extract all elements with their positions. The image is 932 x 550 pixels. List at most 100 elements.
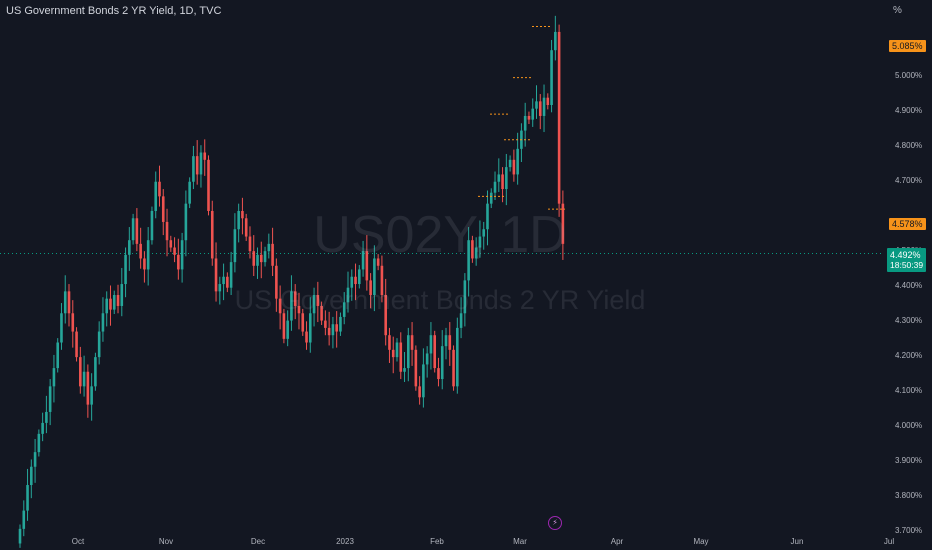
candle-body (252, 251, 256, 266)
high-price-tag: 5.085% (889, 40, 926, 52)
time-axis[interactable]: Oct Nov Dec 2023 Feb Mar Apr May Jun Jul (72, 537, 895, 546)
candle-body (538, 101, 542, 116)
candle-body (290, 291, 293, 321)
candle-body (297, 305, 301, 314)
candle-body (384, 295, 387, 336)
candle-body (444, 335, 448, 347)
candle-body (67, 291, 71, 314)
candle-body (22, 510, 26, 529)
candle-body (301, 313, 305, 332)
candle-body (75, 331, 78, 358)
candle-body (497, 174, 501, 182)
candle-body (177, 254, 180, 270)
candle-body (422, 364, 425, 398)
candle-body (124, 254, 127, 285)
candle-body (120, 284, 124, 306)
candle-body (94, 357, 97, 387)
candle-body (339, 316, 342, 332)
x-tick-label: 2023 (336, 537, 354, 546)
y-tick-label: 4.700% (895, 176, 922, 185)
candle-body (512, 159, 516, 175)
candle-body (105, 298, 109, 314)
candles-layer (18, 15, 565, 548)
candle-body (535, 101, 538, 109)
candle-body (459, 313, 463, 328)
candle-body (550, 50, 553, 106)
x-tick-label: May (693, 537, 708, 546)
candle-body (395, 342, 399, 358)
candle-body (365, 251, 369, 281)
candle-body (418, 386, 421, 398)
candle-body (199, 152, 203, 175)
candle-body (90, 386, 93, 405)
highlight-marks (478, 25, 565, 210)
candle-body (161, 196, 165, 222)
candle-body (139, 243, 142, 259)
candle-body (214, 258, 218, 292)
candle-body (173, 247, 176, 255)
description-watermark: US Government Bonds 2 YR Yield (234, 285, 646, 315)
candle-body (112, 295, 116, 310)
candle-body (184, 203, 188, 241)
candle-body (41, 422, 44, 434)
candle-body (354, 276, 357, 285)
candle-body (373, 258, 376, 296)
candle-body (79, 357, 82, 387)
candle-body (369, 280, 372, 296)
candle-body (557, 31, 561, 204)
candle-body (467, 240, 470, 281)
candle-body (342, 302, 346, 317)
candle-body (33, 452, 37, 467)
price-axis[interactable]: 3.700% 3.800% 3.900% 4.000% 4.100% 4.200% 4.30… (895, 71, 922, 535)
candle-body (226, 276, 229, 288)
candle-body (263, 251, 267, 263)
candle-body (233, 229, 237, 263)
x-tick-label: Jul (884, 537, 894, 546)
candle-body (63, 291, 67, 314)
candle-body (165, 221, 169, 241)
candle-body (542, 97, 546, 116)
candle-body (482, 229, 486, 237)
candle-body (131, 218, 135, 241)
candle-body (116, 295, 120, 306)
candle-body (97, 331, 101, 358)
candle-body (327, 327, 331, 336)
y-tick-label: 3.700% (895, 526, 922, 535)
candle-body (30, 466, 33, 486)
candle-body (561, 203, 565, 244)
candle-body (414, 349, 418, 387)
candle-body (403, 368, 406, 372)
candle-body (275, 265, 278, 299)
candle-body (554, 31, 557, 51)
candle-body (154, 181, 158, 211)
lightning-icon[interactable]: ⚡ (548, 516, 562, 530)
candle-body (143, 258, 146, 270)
candle-body (82, 371, 86, 387)
candle-body (320, 305, 323, 321)
y-tick-label: 4.800% (895, 141, 922, 150)
candle-body (37, 433, 41, 453)
candle-body (18, 528, 22, 544)
candle-body (308, 313, 312, 343)
candle-body (237, 210, 240, 230)
candle-body (271, 243, 274, 266)
candle-body (410, 335, 414, 350)
candle-body (456, 327, 459, 387)
candle-body (440, 346, 444, 380)
y-tick-label: 4.300% (895, 316, 922, 325)
candle-body (388, 335, 391, 350)
candle-body (452, 349, 455, 387)
candle-body (316, 295, 320, 306)
candle-body (433, 335, 436, 369)
candle-body (376, 258, 380, 266)
candle-body (516, 148, 519, 175)
candle-body (437, 368, 440, 380)
candle-body (26, 485, 29, 511)
y-tick-label: 4.200% (895, 351, 922, 360)
candle-body (391, 349, 395, 358)
candle-body (241, 210, 244, 219)
candle-body (218, 284, 222, 292)
candle-body (429, 335, 433, 354)
x-tick-label: Nov (159, 537, 173, 546)
